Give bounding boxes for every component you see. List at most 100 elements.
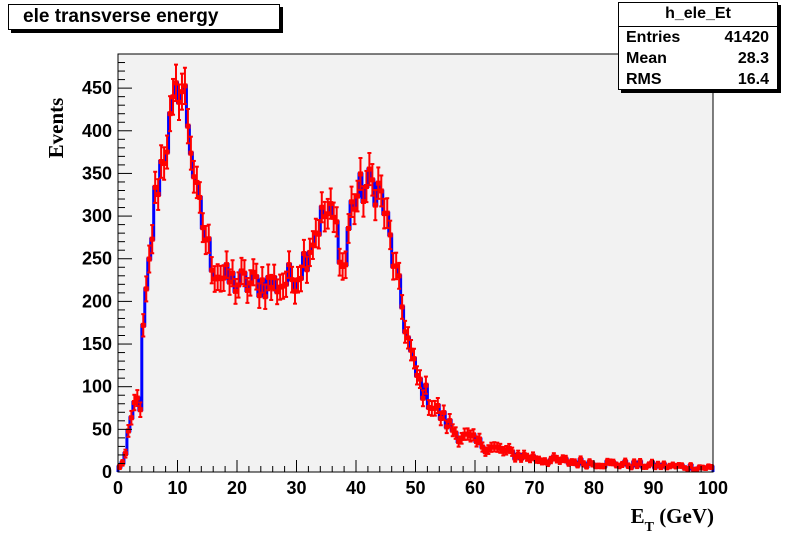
data-point (137, 401, 143, 418)
data-point (134, 389, 140, 407)
data-point (384, 197, 390, 229)
data-point (227, 268, 233, 296)
data-point (140, 313, 146, 338)
data-point (703, 465, 709, 471)
stats-value-mean: 28.3 (737, 50, 769, 67)
data-point (256, 282, 262, 309)
data-point (465, 427, 471, 441)
data-point (369, 163, 375, 197)
chart-title: ele transverse energy (8, 4, 280, 30)
data-point (530, 451, 536, 461)
data-point (378, 174, 384, 208)
data-point (387, 219, 393, 251)
data-point (274, 278, 280, 306)
data-point (343, 250, 349, 280)
data-point (295, 265, 301, 294)
data-point (230, 259, 236, 288)
stats-value-entries: 41420 (724, 29, 770, 46)
data-point (191, 159, 197, 194)
y-axis-label: Events (44, 98, 68, 159)
stats-label-rms: RMS (626, 71, 662, 88)
y-tick-label: 250 (82, 249, 112, 269)
data-point (188, 135, 194, 171)
data-point (212, 265, 218, 293)
x-tick-label: 40 (346, 478, 366, 498)
data-point (334, 206, 340, 238)
data-point (444, 419, 450, 435)
data-point (304, 255, 310, 284)
y-tick-label: 400 (82, 121, 112, 141)
data-point (238, 256, 244, 286)
x-axis-label: ET (GeV) (631, 504, 714, 535)
data-point (176, 83, 182, 122)
data-point (206, 223, 212, 254)
y-tick-label: 0 (102, 462, 112, 482)
y-tick-label: 50 (92, 419, 112, 439)
data-point (414, 365, 420, 386)
data-point (125, 424, 131, 438)
data-point (203, 224, 209, 256)
y-tick-label: 350 (82, 163, 112, 183)
stats-row-mean: Mean 28.3 (619, 48, 777, 69)
data-point (372, 189, 378, 222)
x-tick-label: 20 (227, 478, 247, 498)
data-point (161, 146, 167, 181)
data-point (253, 262, 259, 291)
data-point (423, 375, 429, 395)
data-point (340, 252, 346, 281)
data-point (244, 276, 250, 304)
data-point (346, 213, 352, 244)
stats-row-entries: Entries 41420 (619, 27, 777, 48)
data-point (420, 389, 426, 408)
data-point (185, 107, 191, 145)
data-point (209, 256, 215, 285)
data-point (131, 393, 137, 412)
data-point (158, 144, 164, 179)
data-point (399, 294, 405, 320)
data-point (268, 273, 274, 301)
y-tick-label: 150 (82, 334, 112, 354)
data-point (215, 263, 221, 292)
y-tick-label: 200 (82, 291, 112, 311)
data-point (316, 218, 322, 250)
data-point (417, 369, 423, 390)
data-point (313, 217, 319, 249)
data-point (241, 259, 247, 288)
x-tick-label: 80 (584, 478, 604, 498)
data-point (143, 275, 149, 303)
data-point (453, 426, 459, 440)
data-point (447, 413, 453, 429)
data-point (233, 277, 239, 305)
data-point (473, 435, 479, 448)
data-point (301, 238, 307, 269)
x-tick-label: 30 (286, 478, 306, 498)
axes: 0 10 20 30 40 50 60 70 80 90 100 0 50 100 150 200 250 300… (82, 53, 728, 498)
data-point (283, 270, 289, 298)
data-point (179, 72, 185, 111)
data-point (119, 459, 125, 467)
x-tick-label: 60 (465, 478, 485, 498)
data-point (224, 250, 230, 279)
y-tick-label: 100 (82, 377, 112, 397)
data-point (170, 77, 176, 116)
data-point (152, 170, 158, 204)
data-point (476, 432, 482, 446)
data-point (250, 258, 256, 287)
data-point (357, 157, 363, 191)
x-tick-label: 90 (643, 478, 663, 498)
x-tick-label: 0 (113, 478, 123, 498)
data-point (497, 442, 503, 454)
data-point (658, 463, 664, 471)
error-markers (116, 63, 715, 473)
data-point (182, 66, 188, 106)
data-point (396, 261, 402, 290)
stats-label-mean: Mean (626, 50, 667, 67)
data-point (149, 224, 155, 255)
plot-frame (117, 53, 714, 473)
data-point (402, 319, 408, 344)
data-point (337, 247, 343, 277)
data-point (349, 185, 355, 218)
data-point (319, 191, 325, 224)
data-point (307, 237, 313, 268)
